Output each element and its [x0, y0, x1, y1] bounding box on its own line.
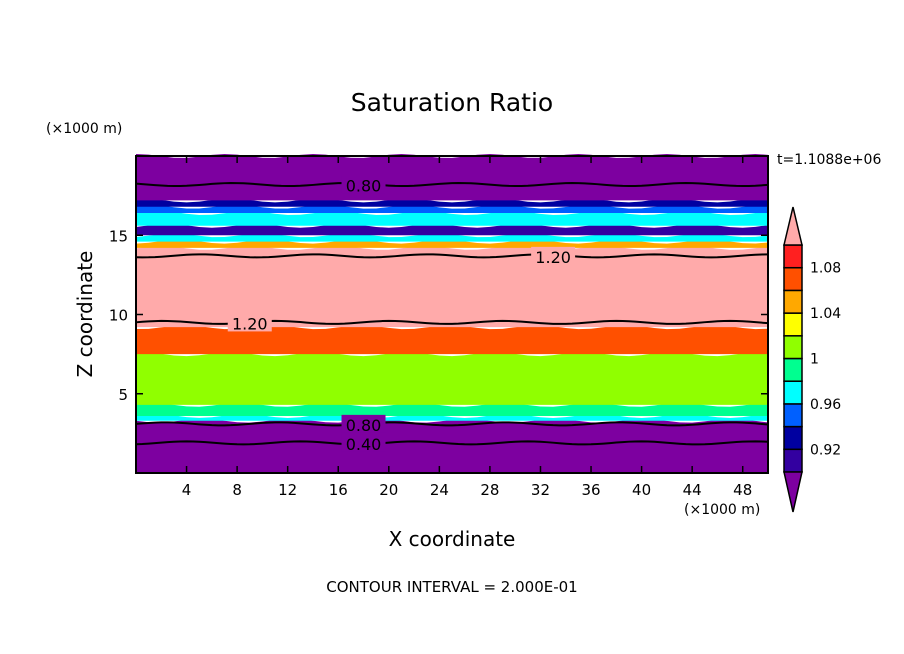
contour-label: 0.40	[346, 435, 382, 454]
colorbar-box	[783, 289, 803, 314]
colorbar-box	[783, 380, 803, 405]
x-tick-label: 24	[430, 481, 449, 499]
contour-interval-footer: CONTOUR INTERVAL = 2.000E-01	[326, 578, 578, 596]
colorbar-box	[783, 425, 803, 451]
x-tick-label: 12	[278, 481, 297, 499]
colorbar-tick-label: 0.96	[810, 397, 841, 413]
colorbar-box	[783, 403, 803, 428]
contour-band	[136, 211, 768, 226]
contour-line	[135, 182, 769, 188]
contour-label-bg	[341, 175, 386, 194]
contour-label-bg	[531, 246, 576, 265]
colorbar-box	[783, 266, 803, 292]
y-axis-label: Z coordinate	[73, 250, 97, 378]
contour-line	[135, 253, 769, 259]
x-unit-label: (×1000 m)	[684, 502, 761, 518]
contour-band	[136, 154, 768, 201]
x-tick-label: 16	[329, 481, 348, 499]
y-unit-label: (×1000 m)	[46, 121, 123, 137]
x-axis-label: X coordinate	[388, 527, 516, 551]
y-tick-label: 15	[109, 227, 128, 245]
colorbar-tick-label: 1.08	[810, 261, 841, 277]
contour-band	[136, 402, 768, 416]
x-tick-label: 44	[683, 481, 702, 499]
x-tick-label: 36	[581, 481, 600, 499]
colorbar-box	[783, 335, 803, 360]
x-tick-label: 28	[480, 481, 499, 499]
y-tick-label: 10	[109, 307, 128, 325]
chart-title: Saturation Ratio	[350, 88, 554, 117]
contour-line	[135, 421, 769, 427]
contour-band	[136, 418, 768, 473]
contour-line	[135, 440, 769, 446]
contour-label-bg	[341, 414, 386, 433]
x-tick-label: 32	[531, 481, 550, 499]
x-tick-label: 20	[379, 481, 398, 499]
contour-band	[136, 352, 768, 405]
contour-band	[136, 198, 768, 207]
contour-band	[136, 239, 768, 248]
contour-band	[136, 233, 768, 242]
x-tick-label: 8	[232, 481, 242, 499]
contour-label: 0.80	[346, 177, 382, 196]
contour-label-bg	[341, 433, 386, 452]
colorbar-box	[783, 448, 803, 473]
contour-label: 1.20	[232, 314, 268, 333]
contour-band	[136, 245, 768, 328]
colorbar-tick-label: 1.04	[810, 306, 841, 322]
colorbar-tick-label: 0.92	[810, 442, 841, 458]
colorbar-under-triangle	[783, 471, 803, 513]
colorbar-tick-label: 1	[810, 352, 819, 368]
colorbar-box	[783, 357, 803, 382]
x-tick-label: 4	[182, 481, 192, 499]
x-tick-label: 40	[632, 481, 651, 499]
contour-label: 1.20	[535, 248, 571, 267]
contour-label-bg	[227, 313, 272, 332]
time-label: t=1.1088e+06	[777, 152, 882, 168]
contour-band	[136, 223, 768, 236]
colorbar-over-triangle	[783, 206, 803, 246]
contour-label: 0.80	[346, 416, 382, 435]
y-tick-label: 5	[118, 386, 128, 404]
colorbar-box	[783, 244, 803, 269]
contour-band	[136, 204, 768, 214]
colorbar-box	[783, 312, 803, 337]
x-tick-label: 48	[733, 481, 752, 499]
contour-band	[136, 325, 768, 355]
